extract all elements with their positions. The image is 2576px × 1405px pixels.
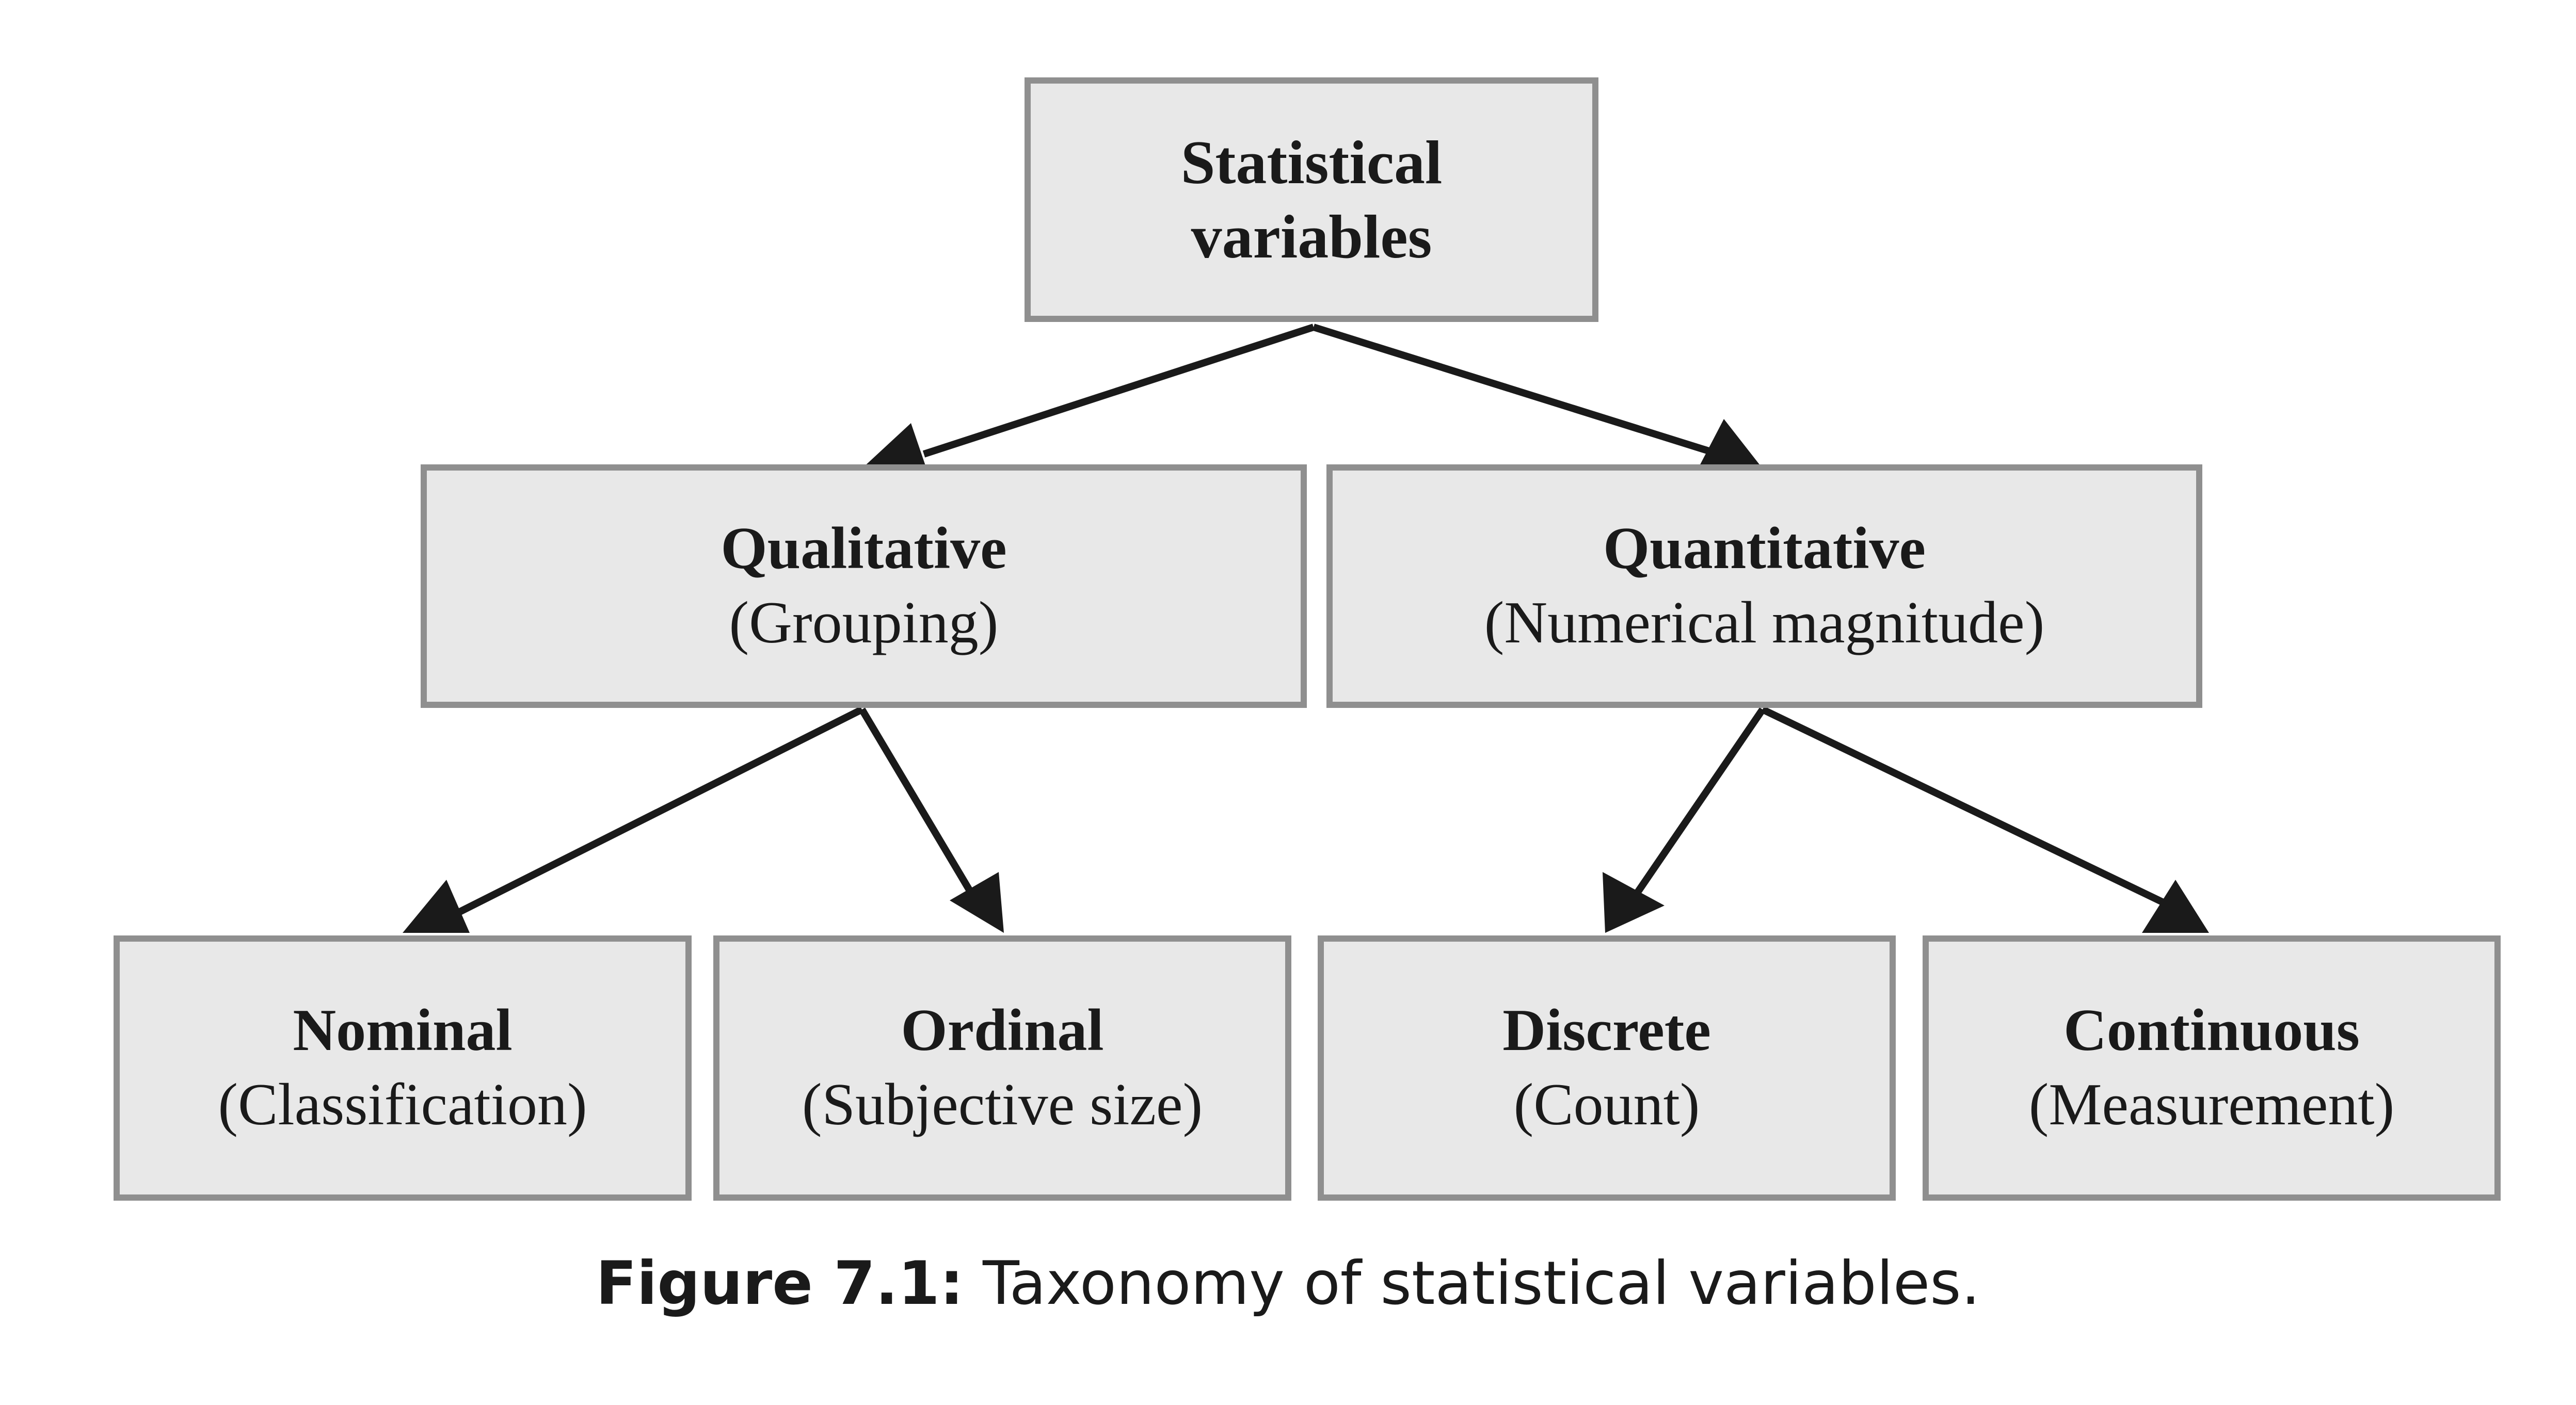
node-subtitle: (Measurement) [2028, 1072, 2395, 1138]
node-subtitle: (Classification) [218, 1072, 587, 1138]
arrowhead-continuous [2142, 880, 2209, 933]
arrow-quantitative-to-discrete [1620, 707, 1766, 915]
arrowhead-quantitative [1698, 419, 1763, 469]
node-title: Qualitative [721, 515, 1007, 582]
node-subtitle: (Grouping) [729, 590, 999, 656]
arrowhead-nominal [403, 880, 470, 933]
node-ordinal: Ordinal (Subjective size) [713, 935, 1291, 1201]
node-quantitative: Quantitative (Numerical magnitude) [1326, 464, 2202, 708]
node-title-line1: Statistical [1180, 128, 1443, 197]
node-nominal: Nominal (Classification) [114, 935, 692, 1201]
arrow-root-to-qualitative [922, 324, 1315, 458]
node-title: Quantitative [1603, 515, 1926, 582]
arrowhead-ordinal [950, 872, 1004, 933]
node-statistical-variables: Statistical variables [1025, 77, 1598, 322]
node-title: Nominal [293, 997, 513, 1064]
arrowhead-discrete [1603, 872, 1665, 933]
figure-caption: Figure 7.1: Taxonomy of statistical vari… [0, 1249, 2576, 1318]
node-title: Ordinal [901, 997, 1104, 1064]
arrow-qualitative-to-nominal [455, 706, 864, 917]
arrowhead-qualitative [862, 423, 926, 469]
node-title: Continuous [2063, 997, 2360, 1064]
caption-text: Taxonomy of statistical variables. [964, 1249, 1980, 1318]
node-continuous: Continuous (Measurement) [1923, 935, 2501, 1201]
node-discrete: Discrete (Count) [1318, 935, 1896, 1201]
arrow-qualitative-to-ordinal [858, 707, 987, 915]
arrow-root-to-quantitative [1312, 324, 1720, 458]
node-subtitle: (Count) [1513, 1072, 1700, 1138]
node-qualitative: Qualitative (Grouping) [421, 464, 1307, 708]
node-subtitle: (Numerical magnitude) [1484, 590, 2045, 656]
caption-label: Figure 7.1: [596, 1249, 964, 1318]
node-title: Discrete [1502, 997, 1711, 1064]
node-title-line2: variables [1191, 202, 1432, 271]
arrow-quantitative-to-continuous [1761, 706, 2188, 917]
node-subtitle: (Subjective size) [802, 1072, 1203, 1138]
